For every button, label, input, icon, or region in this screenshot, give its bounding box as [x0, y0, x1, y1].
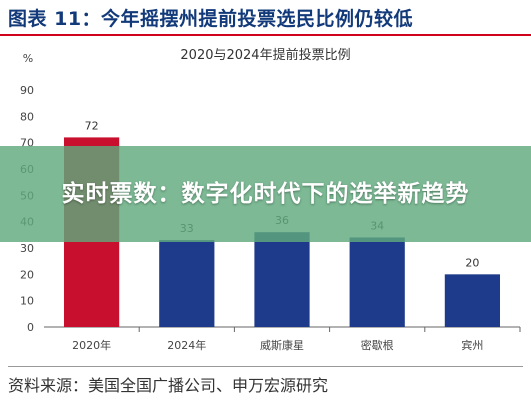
- bar-data-label: 20: [465, 256, 479, 269]
- y-tick-label: 30: [20, 242, 34, 255]
- y-tick-label: 80: [20, 110, 34, 123]
- bar: [444, 274, 501, 327]
- y-tick-label: 0: [27, 321, 34, 334]
- y-tick-label: 90: [20, 84, 34, 97]
- x-tick-label: 2020年: [72, 338, 111, 352]
- x-tick-label: 密歇根: [361, 338, 394, 352]
- bar: [159, 240, 215, 327]
- y-tick-label: 10: [20, 295, 34, 308]
- figure-header: 图表 11：今年摇摆州提前投票选民比例仍较低: [0, 0, 531, 36]
- x-tick-label: 2024年: [167, 338, 206, 352]
- chart-title: 2020与2024年提前投票比例: [180, 48, 351, 63]
- x-tick-label: 威斯康星: [260, 338, 304, 352]
- figure-title: 图表 11：今年摇摆州提前投票选民比例仍较低: [8, 8, 414, 30]
- source-divider: [8, 366, 523, 367]
- source-note: 资料来源：美国全国广播公司、申万宏源研究: [8, 376, 329, 395]
- bar-data-label: 72: [85, 119, 99, 132]
- bar: [254, 232, 310, 327]
- overlay-banner: 实时票数：数字化时代下的选举新趋势: [0, 146, 531, 242]
- bar: [349, 237, 405, 327]
- x-tick-label: 宾州: [461, 338, 483, 352]
- banner-text: 实时票数：数字化时代下的选举新趋势: [61, 181, 470, 207]
- y-tick-label: 20: [20, 268, 34, 281]
- y-axis-unit-label: %: [23, 52, 33, 65]
